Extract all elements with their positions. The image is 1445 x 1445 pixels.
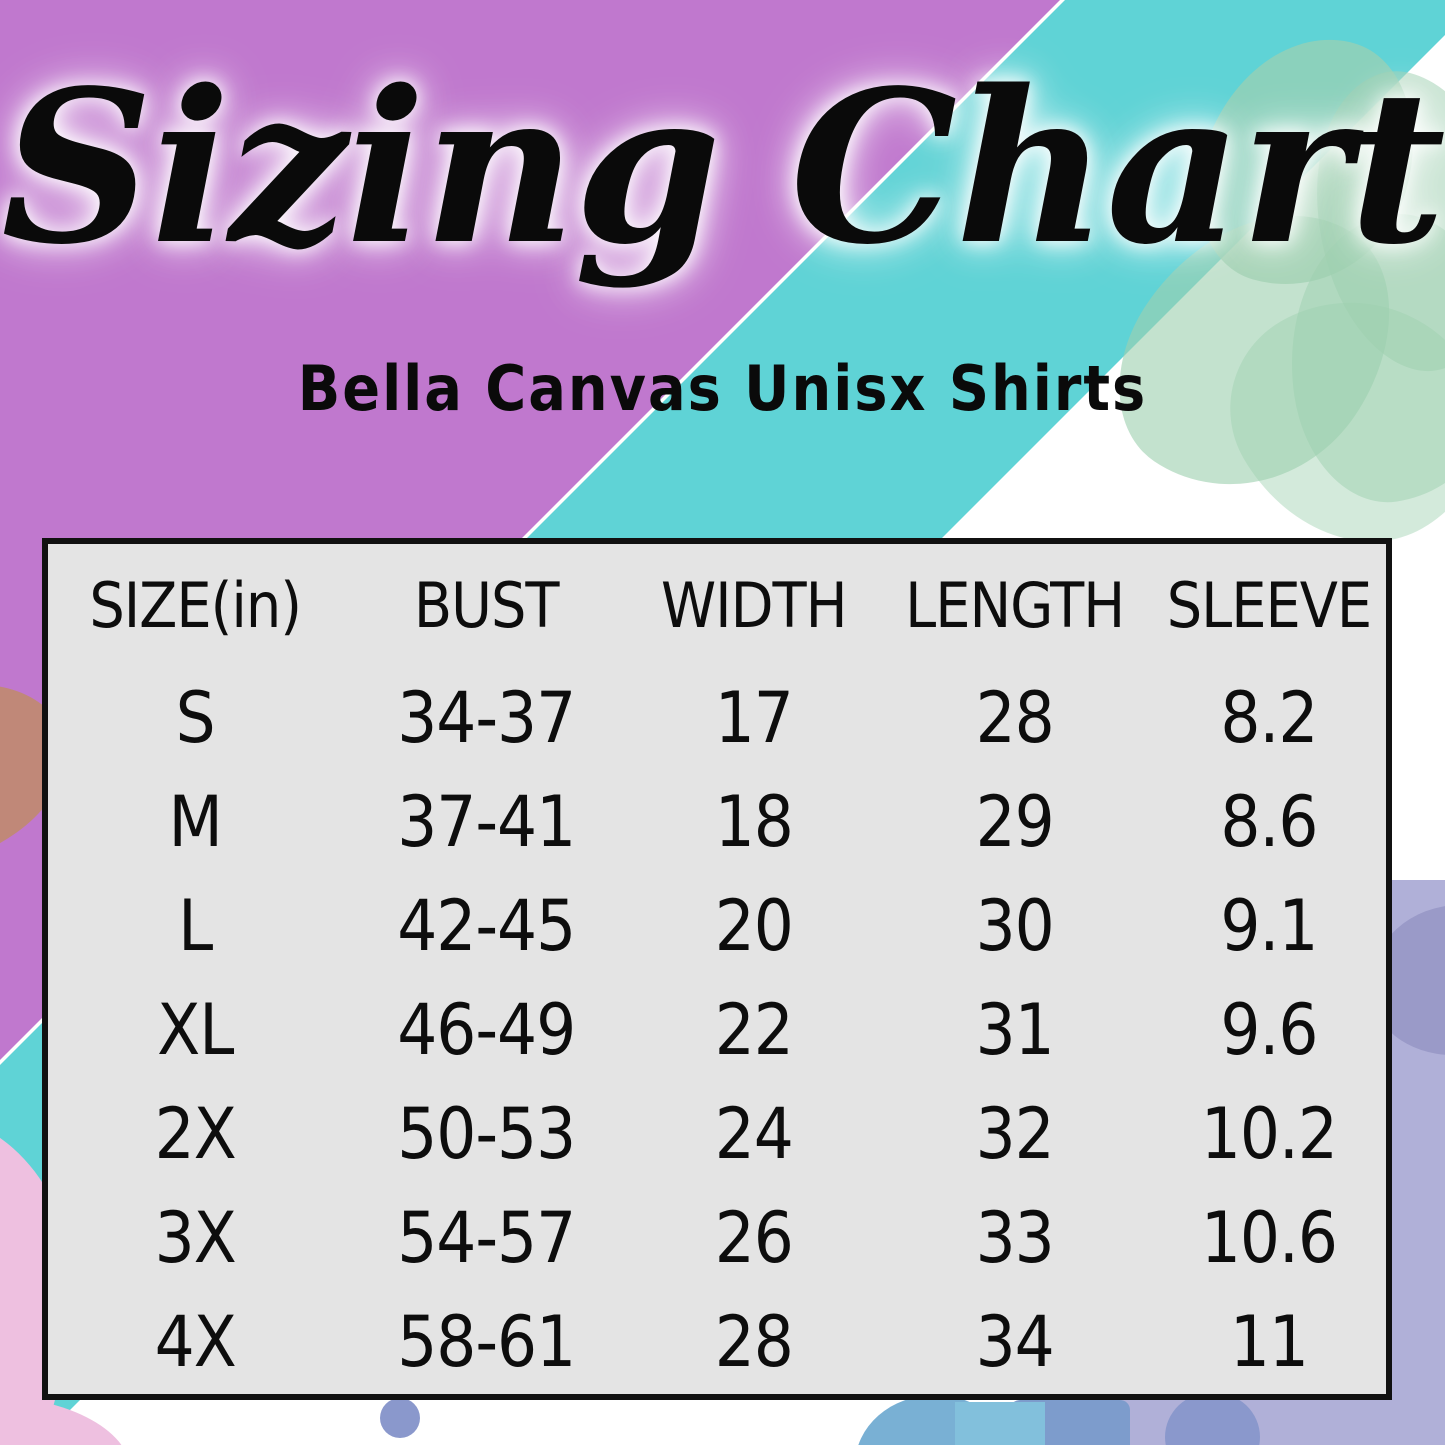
- table-row: M 37-41 18 29 8.6: [48, 770, 1386, 874]
- cell-sleeve: 8.2: [1220, 677, 1318, 759]
- table-row: S 34-37 17 28 8.2: [48, 666, 1386, 770]
- cell-bust: 54-57: [397, 1197, 576, 1279]
- page-subtitle: Bella Canvas Unisx Shirts: [297, 352, 1148, 425]
- cell-sleeve: 10.2: [1200, 1093, 1338, 1175]
- cell-length: 29: [975, 781, 1055, 863]
- table-header: SIZE(in) BUST WIDTH LENGTH SLEEVE: [48, 544, 1386, 666]
- table-body: S 34-37 17 28 8.2 M 37-41 18 29 8.6 L 42…: [48, 666, 1386, 1394]
- table-row: 3X 54-57 26 33 10.6: [48, 1186, 1386, 1290]
- cell-bust: 58-61: [397, 1301, 576, 1383]
- cell-width: 24: [714, 1093, 794, 1175]
- cell-size: S: [175, 677, 216, 759]
- cell-width: 26: [714, 1197, 794, 1279]
- sizing-table-container: SIZE(in) BUST WIDTH LENGTH SLEEVE S 34-3…: [42, 538, 1392, 1400]
- cell-width: 17: [714, 677, 794, 759]
- cell-bust: 34-37: [397, 677, 576, 759]
- blue-circle-accent: [380, 1398, 420, 1438]
- cell-size: XL: [157, 989, 234, 1071]
- cell-width: 22: [714, 989, 794, 1071]
- column-header-bust: BUST: [413, 568, 560, 642]
- table-header-row: SIZE(in) BUST WIDTH LENGTH SLEEVE: [48, 544, 1386, 666]
- cell-sleeve: 10.6: [1200, 1197, 1338, 1279]
- cell-bust: 50-53: [397, 1093, 576, 1175]
- cell-size: 4X: [154, 1301, 237, 1383]
- cell-width: 20: [714, 885, 794, 967]
- cell-bust: 42-45: [397, 885, 576, 967]
- cell-width: 18: [714, 781, 794, 863]
- sizing-table: SIZE(in) BUST WIDTH LENGTH SLEEVE S 34-3…: [48, 544, 1386, 1394]
- cell-bust: 37-41: [397, 781, 576, 863]
- column-header-length: LENGTH: [905, 568, 1125, 642]
- cell-sleeve: 8.6: [1220, 781, 1318, 863]
- cell-size: L: [178, 885, 213, 967]
- cell-bust: 46-49: [397, 989, 576, 1071]
- column-header-size: SIZE(in): [89, 568, 302, 642]
- table-row: XL 46-49 22 31 9.6: [48, 978, 1386, 1082]
- cell-size: 3X: [154, 1197, 237, 1279]
- cell-sleeve: 11: [1229, 1301, 1309, 1383]
- cell-width: 28: [714, 1301, 794, 1383]
- cell-length: 28: [975, 677, 1055, 759]
- table-row: L 42-45 20 30 9.1: [48, 874, 1386, 978]
- cell-length: 30: [975, 885, 1055, 967]
- page-title: Sizing Chart: [1, 44, 1445, 291]
- cell-sleeve: 9.1: [1220, 885, 1318, 967]
- cell-size: 2X: [154, 1093, 237, 1175]
- cell-length: 32: [975, 1093, 1055, 1175]
- cell-size: M: [168, 781, 223, 863]
- cell-length: 33: [975, 1197, 1055, 1279]
- cell-length: 31: [975, 989, 1055, 1071]
- table-row: 4X 58-61 28 34 11: [48, 1290, 1386, 1394]
- column-header-width: WIDTH: [660, 568, 848, 642]
- column-header-sleeve: SLEEVE: [1166, 568, 1372, 642]
- table-row: 2X 50-53 24 32 10.2: [48, 1082, 1386, 1186]
- cell-sleeve: 9.6: [1220, 989, 1318, 1071]
- light-blue-bar: [955, 1402, 1045, 1445]
- cell-length: 34: [975, 1301, 1055, 1383]
